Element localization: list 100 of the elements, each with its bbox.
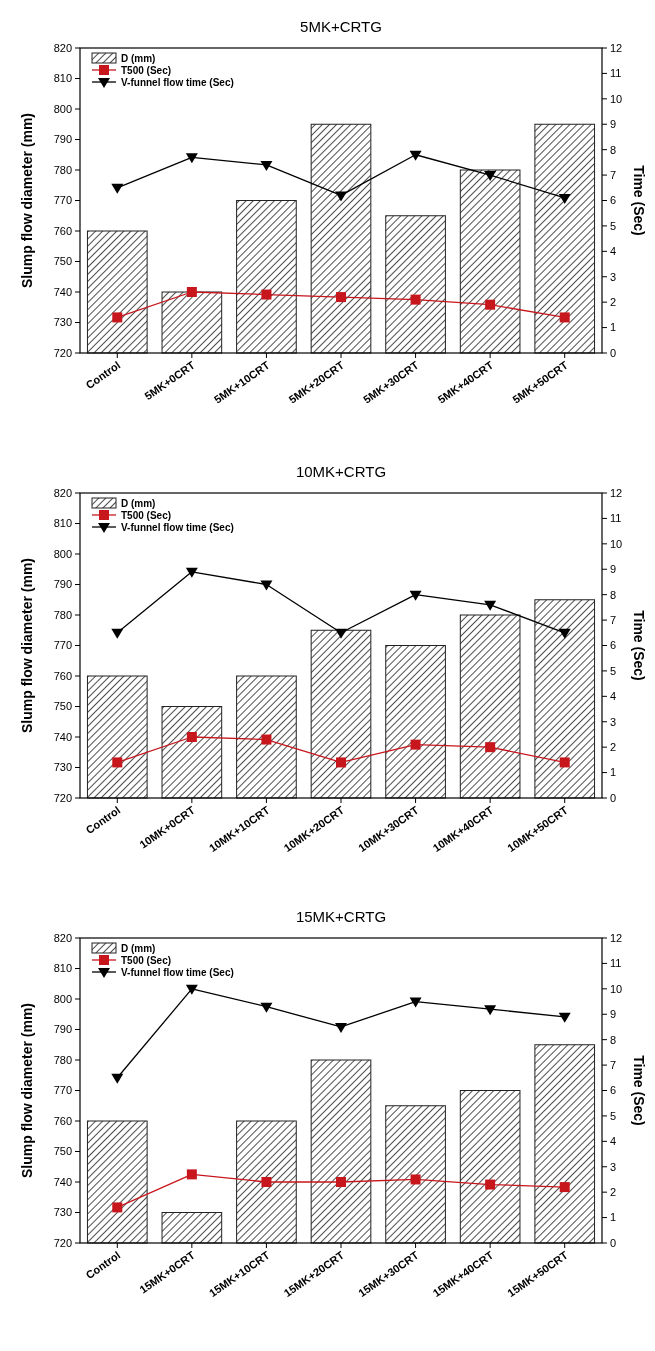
y2-tick-label: 0 [610, 1236, 617, 1249]
legend-label: T500 (Sec) [121, 954, 172, 966]
y-tick-label: 730 [53, 1206, 72, 1219]
y-axis-title: Slump flow diameter (mm) [19, 112, 35, 289]
point [559, 1182, 570, 1193]
point [485, 299, 496, 310]
y2-tick-label: 6 [610, 194, 617, 207]
point [261, 1177, 272, 1187]
y-tick-label: 720 [53, 1236, 72, 1249]
y2-tick-label: 9 [610, 1008, 617, 1021]
y2-tick-label: 3 [610, 715, 617, 728]
legend-label: V-funnel flow time (Sec) [121, 521, 234, 533]
legend-label: D (mm) [121, 52, 156, 64]
y2-tick-label: 1 [610, 321, 617, 334]
y2-tick-label: 9 [610, 118, 617, 131]
point [112, 757, 123, 768]
point [409, 590, 422, 601]
point [260, 580, 273, 591]
y-tick-label: 780 [53, 163, 72, 176]
point [111, 183, 124, 194]
point [409, 997, 422, 1008]
y-tick-label: 750 [53, 1145, 72, 1158]
y2-tick-label: 2 [610, 296, 617, 309]
y2-tick-label: 5 [610, 664, 617, 677]
y2-tick-label: 7 [610, 168, 617, 181]
y2-tick-label: 9 [610, 563, 617, 576]
point [185, 153, 198, 164]
y-tick-label: 740 [53, 730, 72, 743]
y-tick-label: 770 [53, 194, 72, 207]
point [335, 1022, 347, 1033]
point [409, 150, 422, 161]
point [261, 289, 272, 300]
y-tick-label: 750 [53, 700, 72, 713]
y2-tick-label: 10 [610, 982, 623, 995]
point [112, 312, 123, 323]
point [559, 757, 570, 768]
point [186, 287, 197, 297]
y2-tick-label: 4 [610, 1135, 617, 1148]
y-tick-label: 820 [53, 931, 72, 944]
point [484, 1005, 497, 1016]
y-tick-label: 740 [53, 285, 72, 298]
point [558, 1012, 571, 1023]
y2-tick-label: 12 [610, 486, 623, 499]
point [336, 1177, 346, 1187]
y2-tick-label: 7 [610, 613, 617, 626]
y-tick-label: 790 [53, 1023, 72, 1036]
point [261, 734, 272, 745]
y-tick-label: 730 [53, 316, 72, 329]
point [185, 984, 198, 995]
y-tick-label: 740 [53, 1175, 72, 1188]
y-tick-label: 800 [53, 102, 72, 115]
y-tick-label: 790 [53, 133, 72, 146]
legend-label: V-funnel flow time (Sec) [121, 76, 234, 88]
y2-tick-label: 2 [610, 741, 617, 754]
y-tick-label: 800 [53, 547, 72, 560]
y-tick-label: 780 [53, 1053, 72, 1066]
y2-tick-label: 10 [610, 537, 623, 550]
point [558, 628, 571, 639]
point [484, 600, 497, 611]
y-axis-title: Slump flow diameter (mm) [19, 557, 35, 734]
y2-tick-label: 11 [610, 957, 622, 970]
y2-tick-label: 12 [610, 931, 623, 944]
y2-tick-label: 8 [610, 588, 617, 601]
y-axis-title: Slump flow diameter (mm) [19, 1002, 35, 1179]
point [336, 757, 346, 768]
y2-tick-label: 4 [610, 245, 617, 258]
point [111, 628, 124, 639]
y-tick-label: 750 [53, 255, 72, 268]
y2-tick-label: 8 [610, 143, 617, 156]
y2-tick-label: 6 [610, 639, 617, 652]
y2-tick-label: 11 [610, 67, 622, 80]
y2-tick-label: 3 [610, 270, 617, 283]
y2-tick-label: 3 [610, 1160, 617, 1173]
y2-tick-label: 4 [610, 690, 617, 703]
y2-tick-label: 1 [610, 766, 617, 779]
y-tick-label: 810 [53, 962, 72, 975]
point [336, 292, 346, 303]
y2-tick-label: 8 [610, 1033, 617, 1046]
legend-label: D (mm) [121, 942, 156, 954]
point [485, 742, 496, 753]
y-tick-label: 720 [53, 791, 72, 804]
point [335, 628, 347, 639]
y2-tick-label: 5 [610, 1109, 617, 1122]
legend-label: T500 (Sec) [121, 509, 172, 521]
y2-tick-label: 1 [610, 1211, 617, 1224]
y2-tick-label: 0 [610, 791, 617, 804]
point [410, 1174, 421, 1185]
y2-tick-label: 0 [610, 346, 617, 359]
y2-tick-label: 5 [610, 219, 617, 232]
y-tick-label: 760 [53, 669, 72, 682]
y-tick-label: 800 [53, 992, 72, 1005]
point [485, 1179, 496, 1190]
point [484, 171, 497, 182]
chart-title: 15MK+CRTG [295, 908, 387, 925]
point [186, 732, 197, 742]
legend-label: V-funnel flow time (Sec) [121, 966, 234, 978]
y-tick-label: 760 [53, 1114, 72, 1127]
y-tick-label: 760 [53, 224, 72, 237]
y-tick-label: 720 [53, 346, 72, 359]
point [410, 294, 421, 305]
